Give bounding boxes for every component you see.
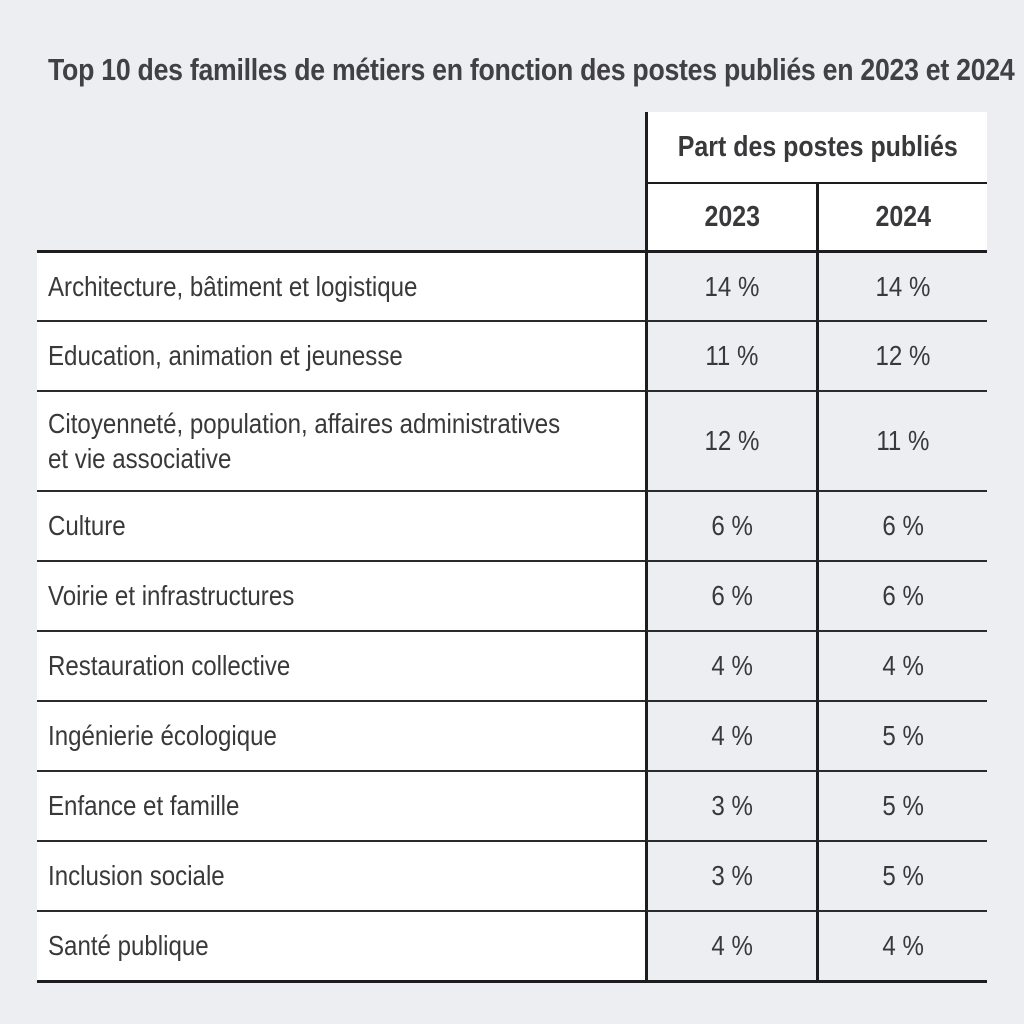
column-header-2023: 2023 — [645, 182, 816, 250]
row-label-cell: Voirie et infrastructures — [37, 560, 645, 630]
value-cell-2023: 4 % — [645, 910, 816, 980]
value-cell-2024: 11 % — [816, 390, 987, 490]
row-label-cell: Restauration collective — [37, 630, 645, 700]
row-label-cell: Ingénierie écologique — [37, 700, 645, 770]
row-label: Culture — [48, 510, 126, 542]
page-title-text: Top 10 des familles de métiers en foncti… — [48, 52, 1015, 87]
value-cell-2023: 12 % — [645, 390, 816, 490]
row-label: Citoyenneté, population, affaires admini… — [48, 407, 561, 474]
header-spacer — [37, 112, 645, 182]
row-label: Voirie et infrastructures — [48, 580, 295, 612]
row-label-cell: Education, animation et jeunesse — [37, 320, 645, 390]
row-label-cell: Culture — [37, 490, 645, 560]
row-label-cell: Enfance et famille — [37, 770, 645, 840]
row-label: Inclusion sociale — [48, 860, 225, 892]
column-header-2024: 2024 — [816, 182, 987, 250]
value-cell-2024: 5 % — [816, 700, 987, 770]
group-header-label: Part des postes publiés — [677, 130, 958, 163]
row-label: Architecture, bâtiment et logistique — [48, 270, 418, 302]
page-title: Top 10 des familles de métiers en foncti… — [48, 52, 1024, 88]
row-label: Ingénierie écologique — [48, 720, 277, 752]
value-cell-2023: 3 % — [645, 840, 816, 910]
value-cell-2023: 11 % — [645, 320, 816, 390]
row-label: Enfance et famille — [48, 790, 240, 822]
value-cell-2024: 6 % — [816, 490, 987, 560]
value-cell-2023: 3 % — [645, 770, 816, 840]
row-label: Restauration collective — [48, 650, 291, 682]
value-cell-2023: 4 % — [645, 700, 816, 770]
value-cell-2024: 4 % — [816, 630, 987, 700]
group-header-cell: Part des postes publiés — [645, 112, 987, 182]
value-cell-2024: 5 % — [816, 770, 987, 840]
jobs-table: Part des postes publiés 2023 2024 Archit… — [37, 112, 987, 983]
value-cell-2023: 6 % — [645, 560, 816, 630]
value-cell-2024: 5 % — [816, 840, 987, 910]
row-label: Education, animation et jeunesse — [48, 340, 403, 372]
value-cell-2024: 14 % — [816, 250, 987, 320]
value-cell-2023: 14 % — [645, 250, 816, 320]
row-label-cell: Inclusion sociale — [37, 840, 645, 910]
row-label-cell: Architecture, bâtiment et logistique — [37, 250, 645, 320]
row-label-cell: Santé publique — [37, 910, 645, 980]
row-label-cell: Citoyenneté, population, affaires admini… — [37, 390, 645, 490]
value-cell-2023: 4 % — [645, 630, 816, 700]
value-cell-2024: 12 % — [816, 320, 987, 390]
value-cell-2023: 6 % — [645, 490, 816, 560]
row-label: Santé publique — [48, 930, 209, 962]
header-spacer — [37, 182, 645, 250]
value-cell-2024: 4 % — [816, 910, 987, 980]
value-cell-2024: 6 % — [816, 560, 987, 630]
